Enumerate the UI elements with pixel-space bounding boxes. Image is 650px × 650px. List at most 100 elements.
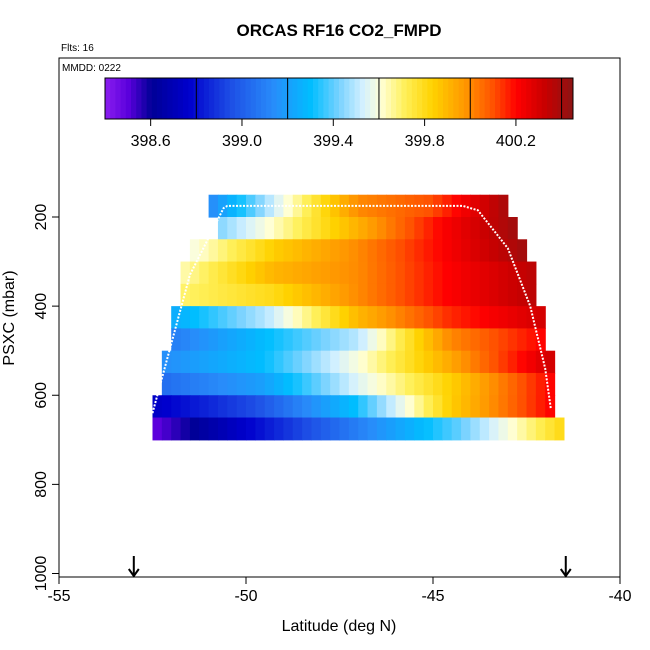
y-tick-label: 400 xyxy=(33,293,50,320)
heatmap-cell xyxy=(339,417,350,441)
colorbar-cell xyxy=(567,78,574,119)
colorbar-cell xyxy=(349,78,356,119)
heatmap-cell xyxy=(451,372,462,396)
heatmap-cell xyxy=(320,194,331,218)
colorbar-cell xyxy=(240,78,246,119)
heatmap-cell xyxy=(414,217,425,240)
heatmap-cell xyxy=(255,372,266,396)
heatmap-cell xyxy=(461,417,471,441)
heatmap-cell xyxy=(302,261,313,285)
heatmap-cell xyxy=(395,283,406,307)
heatmap-cell xyxy=(376,217,387,240)
heatmap-cell xyxy=(274,217,284,240)
heatmap-cell xyxy=(161,372,172,396)
heatmap-cell xyxy=(507,372,518,396)
colorbar-cell xyxy=(495,78,501,119)
heatmap-cell xyxy=(451,350,462,374)
y-tick-label: 800 xyxy=(33,471,50,498)
heatmap-cell xyxy=(236,350,247,374)
heatmap-cell xyxy=(348,350,359,374)
heatmap-cell xyxy=(292,283,303,307)
colorbar-cell xyxy=(547,78,553,119)
heatmap-cell xyxy=(404,350,415,374)
colorbar-cell xyxy=(385,78,392,119)
heatmap-cell xyxy=(348,194,359,218)
colorbar-cell xyxy=(266,78,272,119)
heatmap-cell xyxy=(217,395,228,419)
x-tick-label: -55 xyxy=(47,588,70,605)
colorbar-cell xyxy=(427,78,434,119)
heatmap-cell xyxy=(189,328,200,352)
heatmap-cell xyxy=(376,239,387,263)
colorbar-cell xyxy=(505,78,512,119)
heatmap-cell xyxy=(227,306,238,330)
heatmap-cell xyxy=(199,372,210,396)
colorbar-frame xyxy=(104,77,574,120)
heatmap-cell xyxy=(367,350,378,374)
heatmap-cell xyxy=(292,372,303,396)
heatmap-cell xyxy=(208,239,219,263)
heatmap-cell xyxy=(236,328,247,352)
heatmap-cell xyxy=(152,417,163,441)
heatmap-cell xyxy=(292,194,303,218)
heatmap-cell xyxy=(264,194,275,218)
heatmap-cell xyxy=(489,239,500,263)
heatmap-cell xyxy=(414,350,425,374)
heatmap-cell xyxy=(404,261,415,285)
heatmap-cell xyxy=(386,417,397,441)
colorbar-cell xyxy=(214,78,220,119)
colorbar-cell xyxy=(458,78,465,119)
heatmap-cell xyxy=(330,261,341,285)
heatmap-cell xyxy=(423,372,434,396)
heatmap-cell xyxy=(283,194,294,218)
heatmap-cell xyxy=(414,239,425,263)
heatmap-cell xyxy=(171,328,182,352)
heatmap-cell xyxy=(451,328,462,352)
heatmap-cell xyxy=(283,350,294,374)
heatmap-cell xyxy=(433,395,443,419)
heatmap-cell xyxy=(376,283,387,307)
heatmap-cell xyxy=(217,194,228,218)
heatmap-cell xyxy=(451,395,462,419)
colorbar-cell xyxy=(125,78,132,119)
heatmap-cell xyxy=(264,417,275,441)
colorbar-cell xyxy=(541,78,548,119)
heatmap-cell xyxy=(292,306,303,330)
heatmap-cell xyxy=(302,417,313,441)
heatmap-cell xyxy=(442,328,453,352)
heatmap-cell xyxy=(302,395,313,419)
colorbar-cell xyxy=(552,78,558,119)
heatmap-cell xyxy=(470,239,481,263)
heatmap-cell xyxy=(489,417,500,441)
colorbar-cell xyxy=(183,78,189,119)
heatmap-cell xyxy=(330,328,341,352)
x-tick-label: -45 xyxy=(421,588,444,605)
heatmap-cell xyxy=(302,283,313,307)
colorbar-cell xyxy=(479,78,486,119)
heatmap-cell xyxy=(339,217,350,240)
heatmap-cell xyxy=(348,372,359,396)
heatmap-cell xyxy=(283,306,294,330)
heatmap-cell xyxy=(255,350,266,374)
y-tick-label: 600 xyxy=(33,382,50,409)
heatmap-cell xyxy=(517,328,528,352)
colorbar-cell xyxy=(302,78,309,119)
plot-frame xyxy=(58,57,621,578)
heatmap-cell xyxy=(433,239,443,263)
colorbar-cell xyxy=(396,78,402,119)
colorbar-cell xyxy=(484,78,491,119)
colorbar-cell xyxy=(120,78,127,119)
heatmap-cell xyxy=(358,372,369,396)
heatmap-cell xyxy=(554,417,565,441)
heatmap-cell xyxy=(339,395,350,419)
heatmap-cell xyxy=(517,350,528,374)
colorbar-cell xyxy=(110,78,116,119)
x-axis-label: Latitude (deg N) xyxy=(282,618,397,635)
heatmap-cell xyxy=(367,217,378,240)
heatmap-cell xyxy=(526,417,537,441)
heatmap-cell xyxy=(517,395,528,419)
heatmap-cell xyxy=(461,261,471,285)
heatmap-cell xyxy=(208,350,219,374)
heatmap-cell xyxy=(479,194,490,218)
heatmap-cell xyxy=(302,350,313,374)
